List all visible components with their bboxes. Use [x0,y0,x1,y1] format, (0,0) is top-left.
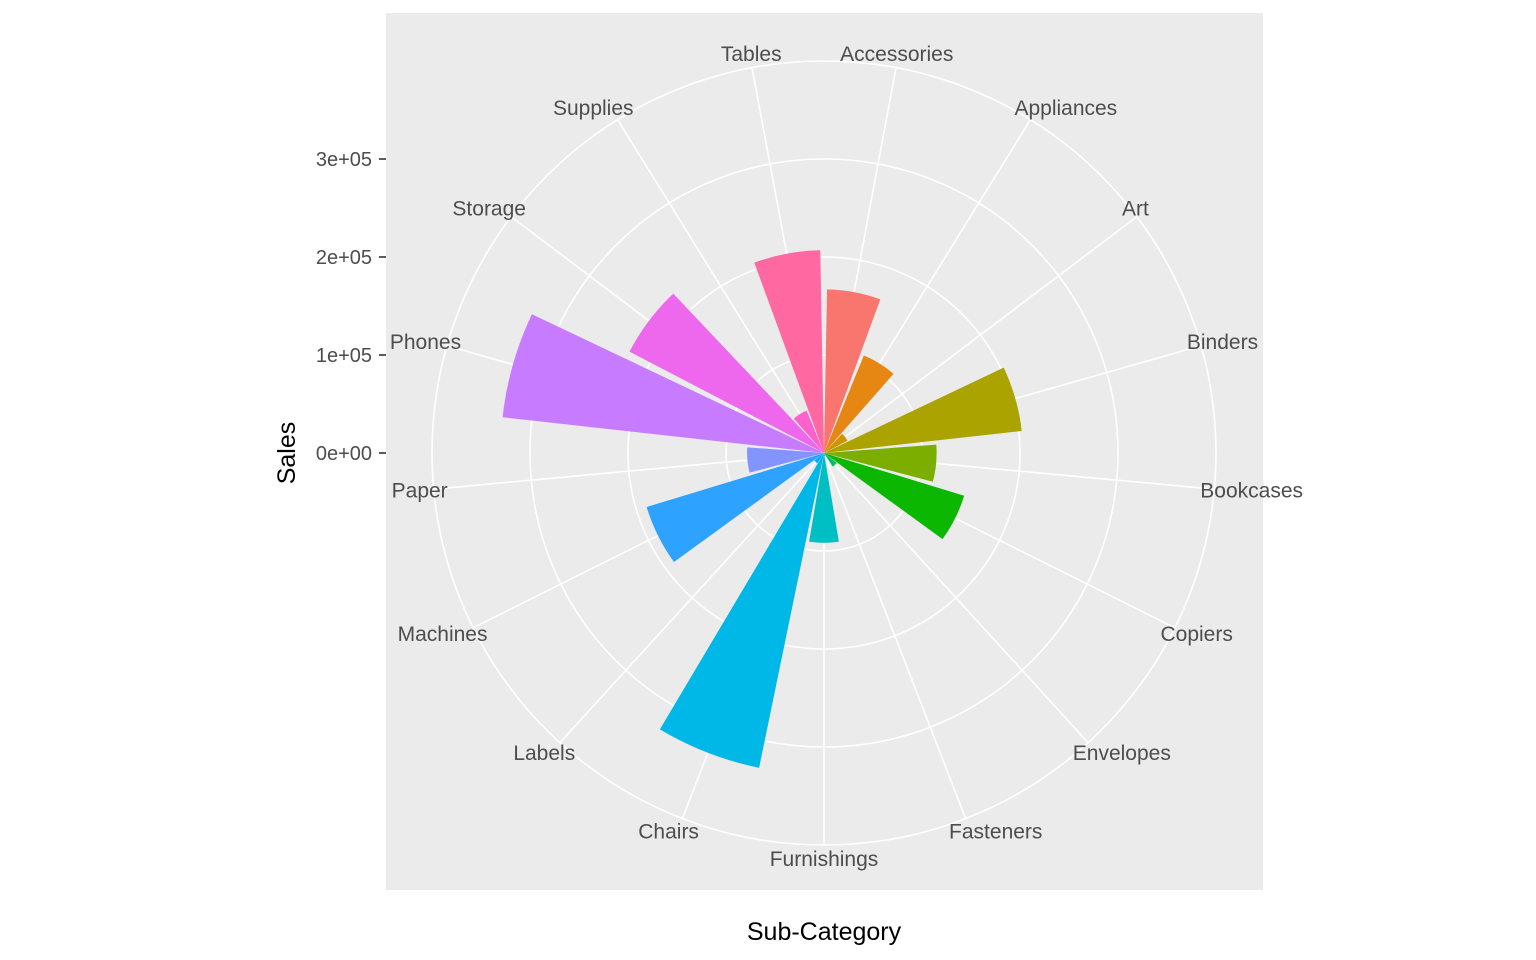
bar-fasteners [824,453,826,456]
category-label-furnishings: Furnishings [770,848,879,871]
category-label-art: Art [1122,197,1149,220]
bar-storage [629,293,824,453]
bar-furnishings [809,453,839,543]
bar-appliances [824,355,894,453]
bar-paper [747,447,824,473]
bar-art [824,433,848,453]
bars-layer [502,250,1022,768]
category-label-bookcases: Bookcases [1200,479,1303,502]
category-label-appliances: Appliances [1014,97,1117,120]
bar-phones [502,314,824,453]
category-label-tables: Tables [721,43,782,66]
x-axis-title: Sub-Category [747,918,902,946]
category-label-phones: Phones [390,331,461,354]
y-tick-label: 3e+05 [316,149,372,171]
category-label-supplies: Supplies [553,97,634,120]
y-tick-label: 1e+05 [316,345,372,367]
bar-machines [646,453,824,562]
bar-envelopes [824,453,837,467]
y-axis-title: Sales [273,422,301,485]
category-label-binders: Binders [1187,331,1258,354]
category-label-storage: Storage [452,197,526,220]
category-label-envelopes: Envelopes [1073,742,1171,765]
category-label-accessories: Accessories [840,43,953,66]
grid-spoke [559,452,825,744]
bar-labels [814,453,824,464]
bar-copiers [824,453,965,540]
y-axis: 0e+00 1e+05 2e+05 3e+05 [316,149,386,465]
grid-spoke [823,216,1138,454]
grid-spoke [823,452,1089,744]
y-tick-label: 2e+05 [316,247,372,269]
bar-bookcases [824,444,937,482]
category-label-copiers: Copiers [1160,623,1232,646]
bar-accessories [824,289,881,453]
grid-spoke [823,452,967,819]
bar-supplies [793,410,824,453]
bar-chairs [659,453,824,768]
category-label-fasteners: Fasteners [949,821,1042,844]
category-label-paper: Paper [392,479,448,502]
category-labels: Accessories Appliances Art Binders Bookcases… [390,43,1303,871]
y-tick-label: 0e+00 [316,443,372,465]
grid-spoke [616,119,825,454]
bar-binders [824,367,1022,453]
category-label-machines: Machines [398,623,488,646]
bar-tables [754,250,824,453]
category-label-labels: Labels [513,742,575,765]
category-label-chairs: Chairs [638,821,699,844]
